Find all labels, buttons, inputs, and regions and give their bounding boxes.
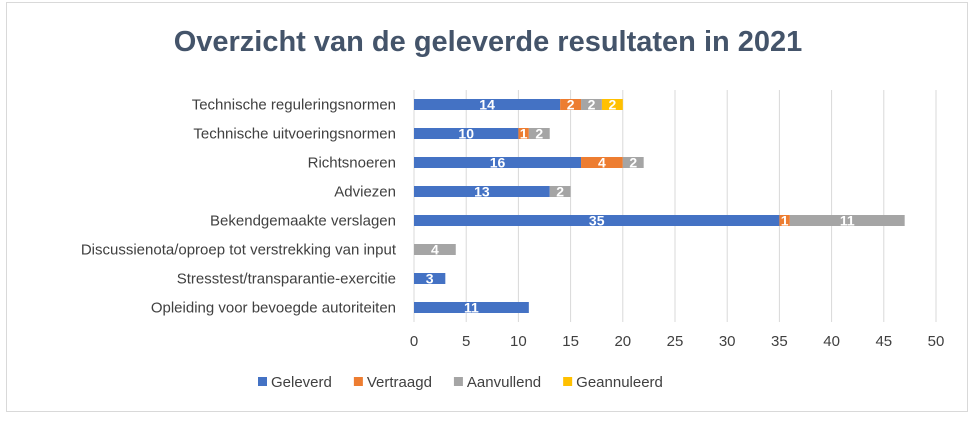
category-label: Adviezen [334, 184, 396, 201]
bar-segment [414, 186, 550, 197]
data-label: 4 [431, 242, 439, 258]
category-label: Discussienota/oproep tot verstrekking va… [81, 242, 397, 259]
legend-swatch [353, 377, 363, 386]
data-label: 13 [474, 184, 490, 200]
data-label: 14 [479, 97, 495, 113]
legend-swatch [563, 377, 573, 386]
data-label: 2 [629, 155, 637, 171]
bar-segment [414, 157, 582, 168]
bar-segment [560, 99, 582, 110]
bar-segment [779, 215, 790, 226]
bar-segment [601, 99, 623, 110]
category-label: Technische uitvoeringsnormen [193, 126, 396, 143]
bar-segment [414, 215, 780, 226]
x-tick-label: 10 [510, 333, 527, 350]
legend-label: Geleverd [271, 374, 332, 391]
data-label: 4 [598, 155, 606, 171]
bar-segment [622, 157, 644, 168]
data-label: 2 [556, 184, 564, 200]
bar-segment [581, 99, 602, 110]
x-tick-label: 50 [928, 333, 945, 350]
x-tick-label: 30 [719, 333, 736, 350]
bar-segment [789, 215, 905, 226]
bar-segment [528, 128, 550, 139]
category-labels: Technische reguleringsnormen Technische u… [81, 97, 397, 317]
category-label: Opleiding voor bevoegde autoriteiten [151, 300, 396, 317]
x-tick-label: 45 [875, 333, 892, 350]
data-label: 16 [490, 155, 506, 171]
category-label: Technische reguleringsnormen [192, 97, 396, 114]
category-label: Richtsnoeren [308, 155, 396, 172]
x-tick-label: 0 [410, 333, 418, 350]
data-label: 3 [426, 271, 434, 287]
data-label: 35 [589, 213, 605, 229]
legend-swatch [453, 377, 463, 386]
legend-label: Vertraagd [367, 374, 432, 391]
legend-label: Geannuleerd [576, 374, 663, 391]
bar-segment [414, 128, 519, 139]
chart-title: Overzicht van de geleverde resultaten in… [173, 26, 803, 58]
data-label: 1 [781, 213, 789, 229]
data-label: 2 [535, 126, 543, 142]
data-label: 2 [588, 97, 596, 113]
bar-segment [549, 186, 571, 197]
bar-segment [414, 99, 561, 110]
data-label: 10 [458, 126, 474, 142]
data-label: 1 [520, 126, 528, 142]
legend: Geleverd Vertraagd Aanvullend Geannuleerd [258, 374, 663, 391]
x-tick-label: 5 [462, 333, 470, 350]
legend-label: Aanvullend [467, 374, 541, 391]
data-label: 11 [464, 300, 479, 316]
bar-segment [414, 302, 529, 313]
data-label: 2 [567, 97, 575, 113]
data-label: 2 [608, 97, 616, 113]
bar-segment [414, 273, 446, 284]
x-tick-label: 40 [823, 333, 840, 350]
legend-swatch [258, 377, 267, 386]
gridlines [413, 90, 937, 322]
x-tick-label: 20 [614, 333, 631, 350]
chart-frame [6, 2, 968, 412]
category-label: Stresstest/transparantie-exercitie [177, 271, 396, 288]
x-tick-label: 35 [771, 333, 788, 350]
bar-segment [581, 157, 623, 168]
bar-segment [414, 244, 456, 255]
bars [414, 99, 905, 313]
category-label: Bekendgemaakte verslagen [210, 213, 396, 230]
bar-segment [518, 128, 529, 139]
x-tick-label: 25 [667, 333, 684, 350]
x-tick-label: 15 [562, 333, 579, 350]
x-tick-labels: 0 5 10 15 20 25 30 35 40 45 50 [410, 333, 945, 350]
data-label: 11 [840, 213, 855, 229]
